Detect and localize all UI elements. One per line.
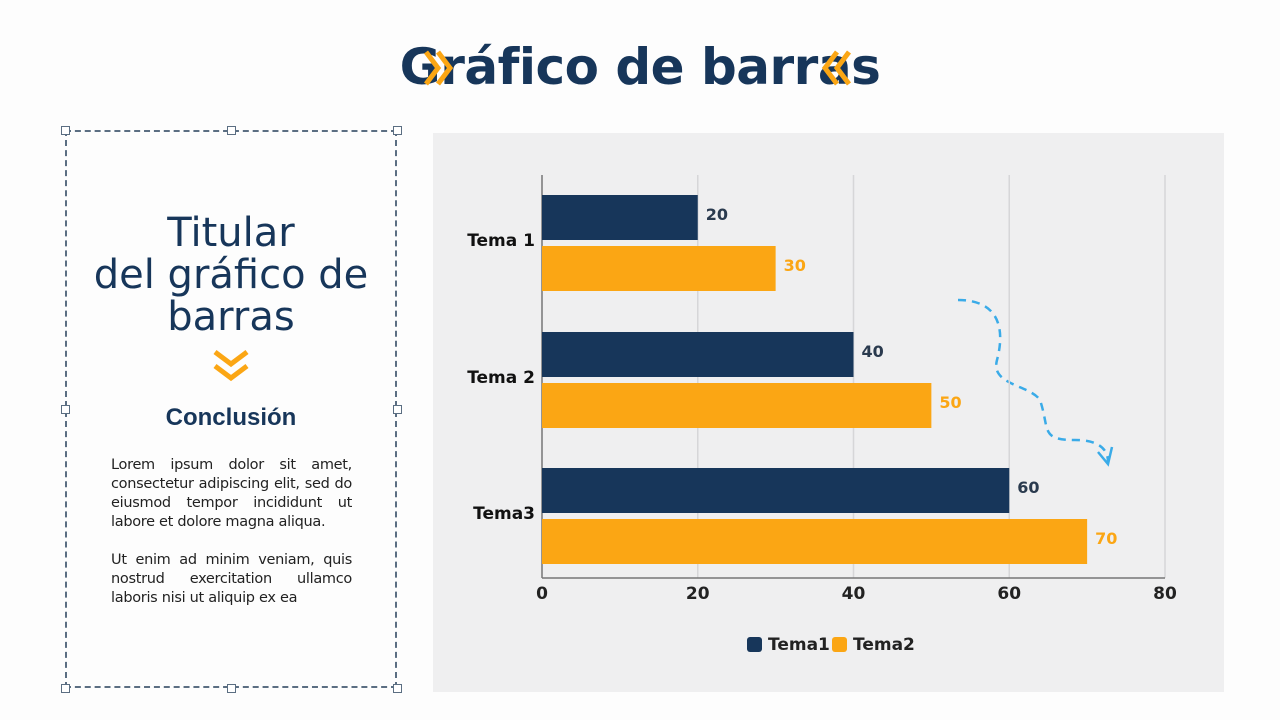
resize-handle[interactable] (61, 405, 70, 414)
category-label: Tema 2 (467, 368, 535, 388)
resize-handle[interactable] (227, 126, 236, 135)
dashed-arrow-decoration (957, 298, 1110, 463)
bar-tema2[interactable] (542, 519, 1088, 564)
bar-tema2[interactable] (542, 383, 932, 428)
legend-swatch (832, 637, 847, 652)
resize-handle[interactable] (227, 684, 236, 693)
headline-line: del gráfico de (93, 252, 369, 298)
resize-handle[interactable] (61, 126, 70, 135)
x-tick-label: 40 (842, 584, 866, 604)
headline-line: barras (167, 294, 295, 340)
bar-tema2[interactable] (542, 246, 776, 291)
data-label: 50 (939, 393, 961, 412)
legend-label: Tema2 (853, 635, 915, 655)
conclusion-body: Lorem ipsum dolor sit amet, consectetur … (111, 456, 352, 627)
chevron-left-icon (821, 50, 851, 86)
resize-handle[interactable] (393, 405, 402, 414)
slide-title: Gráfico de barras (399, 38, 881, 96)
category-label: Tema 1 (467, 231, 535, 251)
legend-label: Tema1 (768, 635, 830, 655)
x-tick-label: 80 (1153, 584, 1177, 604)
x-tick-label: 20 (686, 584, 710, 604)
resize-handle[interactable] (393, 126, 402, 135)
chart-headline: Titular del gráfico de barras (70, 212, 392, 338)
data-label: 30 (784, 256, 806, 275)
category-label: Tema3 (473, 504, 535, 524)
chevron-right-icon (424, 50, 454, 86)
legend-swatch (747, 637, 762, 652)
chevron-down-icon (213, 350, 249, 382)
arrow-head-icon (1097, 446, 1114, 467)
resize-handle[interactable] (393, 684, 402, 693)
data-label: 40 (862, 342, 884, 361)
headline-line: Titular (167, 210, 295, 256)
bar-tema1[interactable] (542, 332, 854, 377)
data-label: 20 (706, 205, 728, 224)
paragraph: Ut enim ad minim veniam, quis nostrud ex… (111, 552, 352, 606)
data-label: 60 (1017, 478, 1039, 497)
bar-tema1[interactable] (542, 468, 1010, 513)
x-tick-label: 60 (997, 584, 1021, 604)
data-label: 70 (1095, 529, 1117, 548)
paragraph: Lorem ipsum dolor sit amet, consectetur … (111, 457, 352, 530)
bar-tema1[interactable] (542, 195, 698, 240)
resize-handle[interactable] (61, 684, 70, 693)
conclusion-heading: Conclusión (165, 404, 297, 431)
x-tick-label: 0 (536, 584, 548, 604)
